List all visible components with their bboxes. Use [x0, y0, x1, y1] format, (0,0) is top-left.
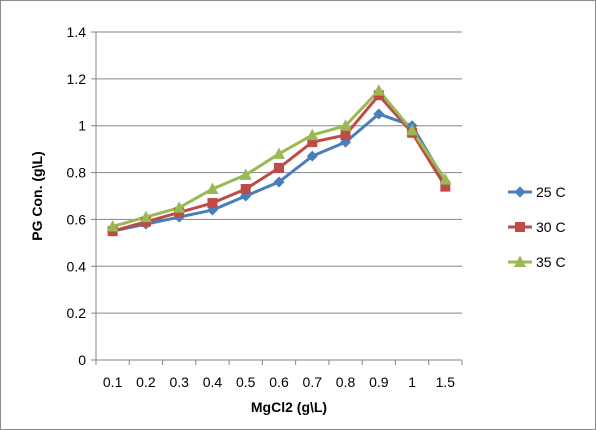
data-point-30-c — [207, 198, 218, 209]
y-tick-label: 0.4 — [67, 258, 87, 274]
legend-marker-25-c — [514, 186, 526, 198]
y-tick-label: 0 — [78, 352, 86, 368]
data-point-30-c — [240, 183, 251, 194]
data-point-25-c — [273, 176, 285, 188]
data-point-35-c — [106, 219, 119, 232]
data-point-35-c — [173, 201, 186, 213]
y-tick-label: 0.6 — [67, 211, 87, 227]
y-tick-label: 1 — [78, 118, 86, 134]
data-point-30-c — [274, 162, 284, 173]
legend-label-30-c: 30 C — [536, 219, 566, 235]
legend-marker-35-c — [514, 255, 526, 267]
series-group — [106, 84, 452, 237]
x-tick-label: 0.7 — [303, 374, 323, 390]
x-tick-label: 0.5 — [236, 374, 256, 390]
data-point-30-c — [307, 137, 318, 148]
legend: 25 C 30 C 35 C — [508, 184, 566, 270]
data-point-35-c — [139, 210, 152, 223]
y-tick-label: 1.2 — [67, 71, 87, 87]
data-point-30-c — [340, 130, 351, 141]
data-point-35-c — [406, 123, 419, 136]
legend-label-25-c: 25 C — [536, 184, 566, 200]
x-tick-label: 0.6 — [269, 374, 289, 390]
x-tick-label: 0.9 — [369, 374, 389, 390]
data-point-35-c — [372, 84, 385, 96]
data-point-30-c — [440, 181, 451, 192]
x-axis-title: MgCl2 (g\L) — [251, 399, 327, 415]
y-tick-label: 0.8 — [67, 165, 87, 181]
data-point-25-c — [306, 150, 318, 162]
data-point-35-c — [439, 173, 452, 185]
x-tick-label: 1 — [408, 374, 416, 390]
y-tick-label: 1.4 — [67, 24, 87, 40]
axes — [91, 31, 463, 365]
legend-label-35-c: 35 C — [536, 254, 566, 270]
tick-labels: 0 0.2 0.4 0.6 0.8 1 1.2 1.4 0.1 0.2 0.3 0.4 0.5 0.6 0.… — [67, 24, 456, 390]
x-tick-label: 0.4 — [203, 374, 223, 390]
x-tick-label: 0.1 — [103, 374, 123, 390]
x-tick-label: 1.5 — [436, 374, 456, 390]
data-point-25-c — [373, 108, 385, 120]
data-point-35-c — [206, 182, 219, 194]
y-tick-label: 0.2 — [67, 305, 87, 321]
data-point-35-c — [239, 168, 252, 180]
data-point-35-c — [273, 147, 285, 159]
x-tick-label: 0.3 — [169, 374, 189, 390]
x-tick-label: 0.8 — [336, 374, 356, 390]
gridlines — [96, 31, 462, 314]
data-point-35-c — [339, 119, 352, 131]
y-axis-title: PG Con. (g\L) — [29, 151, 45, 240]
legend-marker-30-c — [515, 222, 525, 232]
x-tick-label: 0.2 — [136, 374, 156, 390]
data-point-35-c — [306, 128, 319, 141]
